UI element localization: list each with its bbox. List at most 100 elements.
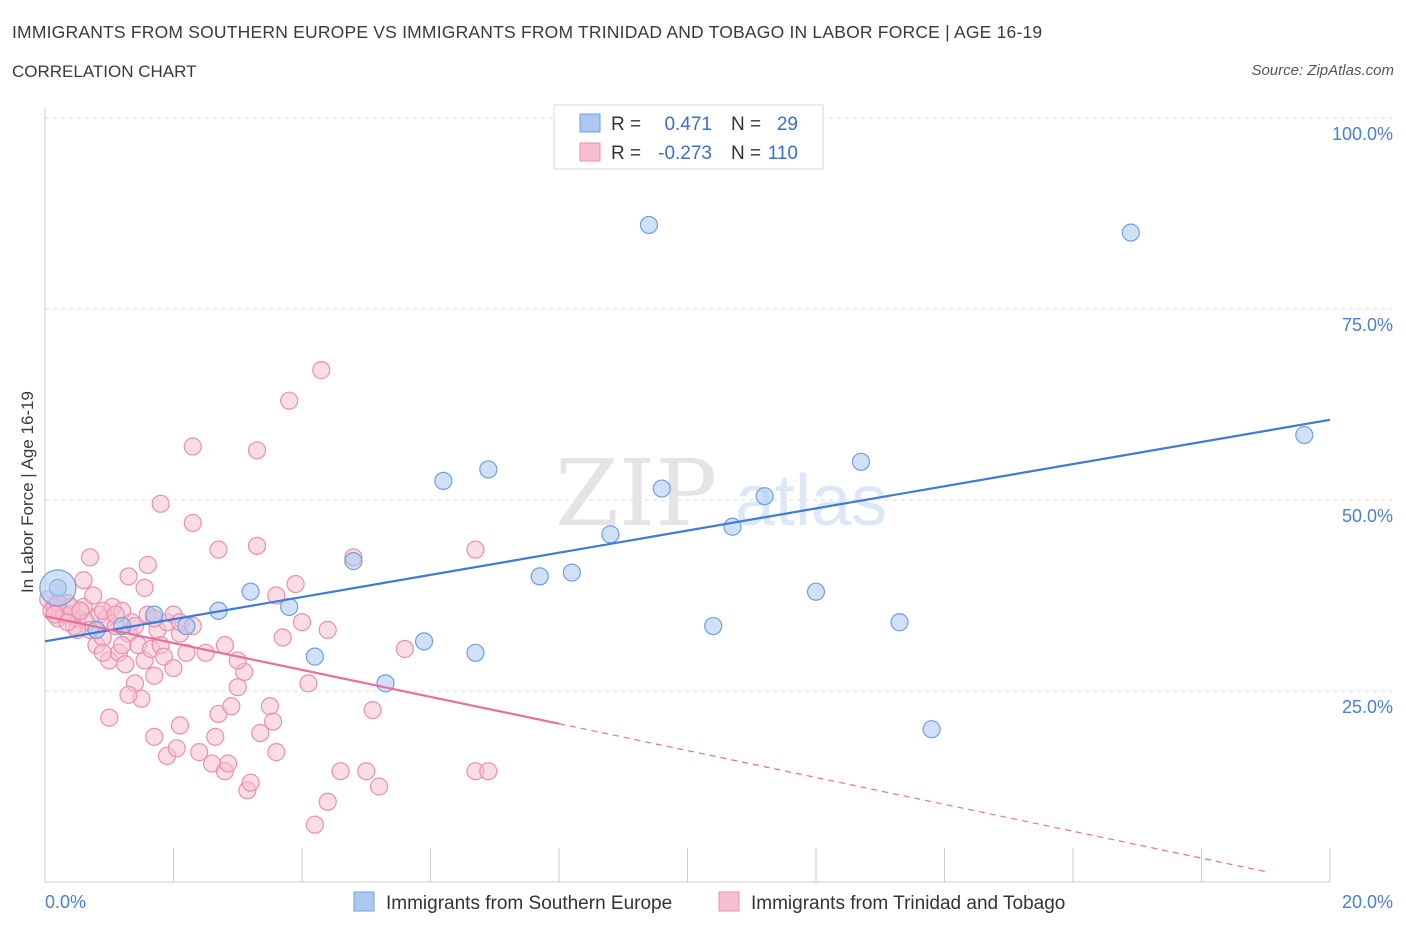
point-southern-europe (479, 460, 498, 479)
point-southern-europe (530, 567, 549, 586)
points-layer (39, 215, 1314, 834)
point-southern-europe (177, 616, 196, 636)
x-tick-label-min: 0.0% (45, 892, 86, 912)
point-southern-europe (414, 632, 434, 651)
point-trinidad-tobago (151, 494, 170, 513)
point-trinidad-tobago (215, 636, 234, 655)
y-tick-label: 25.0% (1342, 697, 1393, 717)
point-trinidad-tobago (209, 540, 228, 559)
point-trinidad-tobago (177, 643, 196, 662)
point-trinidad-tobago (112, 636, 132, 655)
point-trinidad-tobago (183, 513, 202, 533)
point-southern-europe (466, 643, 485, 662)
point-trinidad-tobago (267, 743, 286, 762)
legend-r-value-2: -0.273 (658, 143, 712, 164)
y-tick-label: 100.0% (1332, 124, 1393, 144)
source-credit: Source: ZipAtlas.com (1251, 62, 1394, 79)
watermark-zip: ZIP (555, 440, 717, 547)
legend-swatch-blue (579, 113, 601, 133)
series-legend: Immigrants from Southern Europe Immigran… (353, 891, 1065, 914)
trend-layer (44, 418, 1331, 873)
chart-title: IMMIGRANTS FROM SOUTHERN EUROPE VS IMMIG… (12, 22, 1043, 42)
point-trinidad-tobago (100, 708, 119, 727)
point-trinidad-tobago (145, 727, 164, 746)
point-trinidad-tobago (263, 712, 283, 731)
point-trinidad-tobago (292, 613, 312, 632)
point-trinidad-tobago (183, 437, 202, 456)
y-axis-title: In Labor Force | Age 16-19 (18, 391, 37, 593)
point-trinidad-tobago (260, 697, 279, 716)
point-trinidad-tobago (363, 700, 382, 720)
point-southern-europe (922, 720, 941, 739)
trendline-trinidad-tobago (44, 615, 560, 725)
series-legend-label-blue: Immigrants from Southern Europe (386, 893, 672, 914)
point-southern-europe-large (39, 569, 77, 607)
point-trinidad-tobago (395, 639, 414, 659)
point-southern-europe (1295, 425, 1314, 445)
legend-n-value-1: 29 (777, 114, 798, 135)
chart-subtitle: CORRELATION CHART (12, 62, 197, 81)
point-trinidad-tobago (312, 361, 331, 380)
legend-n-label-2: N = (731, 143, 761, 164)
point-trinidad-tobago (331, 762, 350, 781)
point-southern-europe (305, 647, 324, 666)
grid-layer (45, 117, 1392, 692)
point-trinidad-tobago (273, 628, 292, 647)
point-southern-europe (601, 525, 620, 544)
point-southern-europe (755, 487, 774, 506)
point-southern-europe (87, 620, 106, 639)
point-trinidad-tobago (145, 666, 164, 685)
point-trinidad-tobago (318, 620, 337, 639)
point-southern-europe (652, 479, 671, 498)
point-trinidad-tobago (74, 571, 93, 590)
point-trinidad-tobago (241, 773, 260, 792)
point-trinidad-tobago (222, 697, 241, 716)
point-southern-europe (344, 552, 363, 571)
y-tick-label: 75.0% (1342, 315, 1393, 335)
point-trinidad-tobago (119, 685, 138, 704)
point-trinidad-tobago (251, 723, 270, 743)
point-trinidad-tobago (116, 655, 135, 674)
point-southern-europe (851, 452, 871, 471)
point-trinidad-tobago (206, 727, 225, 746)
series-legend-label-pink: Immigrants from Trinidad and Tobago (751, 893, 1065, 914)
point-trinidad-tobago (466, 540, 485, 559)
point-trinidad-tobago (138, 555, 157, 575)
point-trinidad-tobago (228, 678, 247, 697)
point-southern-europe (241, 582, 260, 601)
stats-legend: R = 0.471 N = 29 R = -0.273 N = 110 (553, 104, 824, 170)
point-trinidad-tobago (280, 391, 299, 410)
point-trinidad-tobago (170, 716, 190, 735)
legend-n-label-1: N = (731, 114, 761, 135)
point-trinidad-tobago (318, 792, 337, 811)
point-southern-europe (704, 616, 723, 636)
legend-swatch-pink (579, 142, 601, 162)
point-southern-europe (434, 471, 453, 490)
point-trinidad-tobago (479, 762, 498, 781)
point-trinidad-tobago (93, 643, 112, 662)
point-southern-europe (890, 613, 909, 632)
legend-n-value-2: 110 (768, 143, 798, 164)
legend-r-value-1: 0.471 (664, 114, 712, 135)
point-trinidad-tobago (370, 777, 389, 796)
point-trinidad-tobago (84, 586, 103, 605)
axis-layer: 100.0% 75.0% 50.0% 25.0% 0.0% 20.0% (44, 108, 1393, 912)
point-trinidad-tobago (196, 643, 215, 662)
point-trinidad-tobago (167, 739, 186, 758)
y-tick-label: 50.0% (1342, 506, 1393, 526)
point-trinidad-tobago (247, 536, 267, 555)
point-southern-europe (639, 215, 659, 235)
point-southern-europe (806, 582, 826, 601)
point-trinidad-tobago (135, 578, 154, 597)
point-trinidad-tobago (357, 762, 376, 781)
point-trinidad-tobago (71, 601, 90, 620)
point-southern-europe (1121, 223, 1140, 242)
point-trinidad-tobago (299, 674, 318, 693)
series-legend-swatch-blue (353, 891, 375, 912)
trendline-southern-europe (44, 418, 1331, 643)
point-trinidad-tobago (164, 658, 183, 678)
point-southern-europe (562, 563, 581, 582)
legend-r-label-1: R = (611, 114, 641, 135)
point-trinidad-tobago (286, 574, 305, 594)
